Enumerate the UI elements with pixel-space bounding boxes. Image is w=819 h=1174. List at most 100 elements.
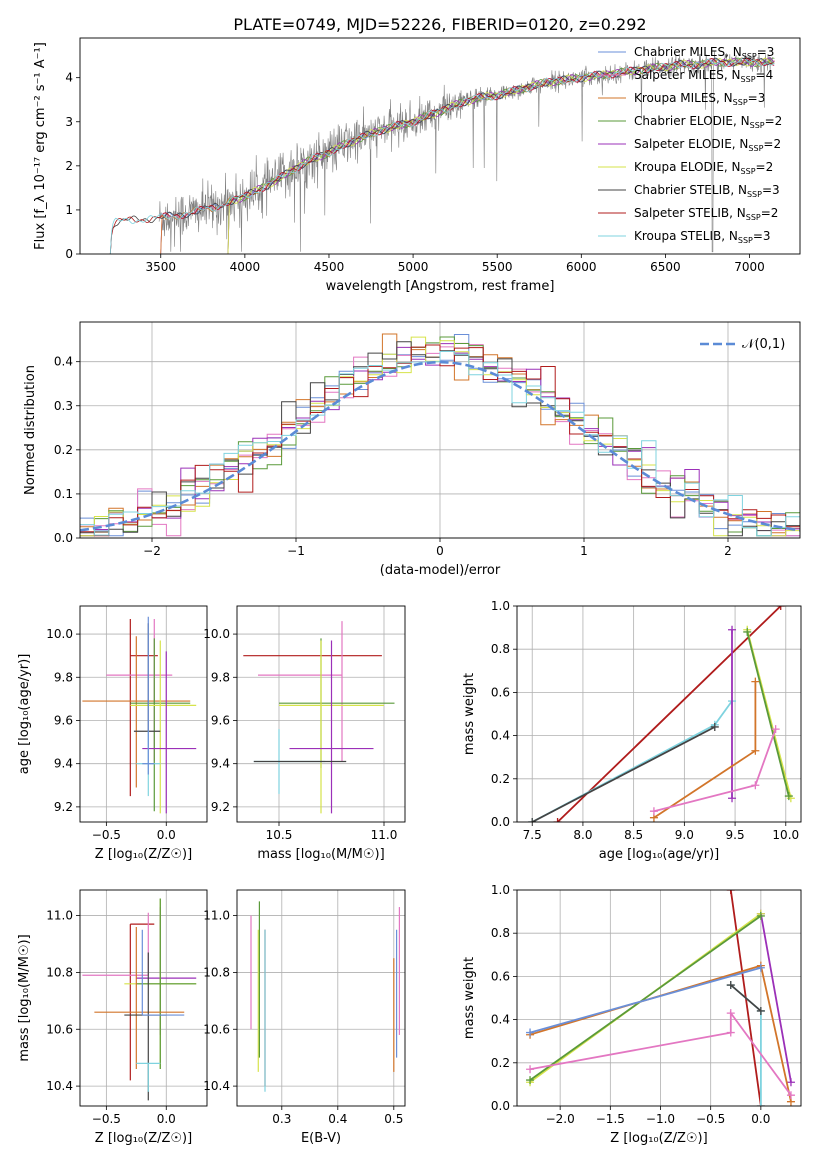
y-tick-label: 10.4: [46, 1079, 73, 1093]
x-tick-label: 9.5: [726, 828, 745, 842]
x-tick-label: 0.0: [157, 1112, 176, 1126]
weight_vs_age-axes: 7.5 8.0 8.5 9.0 9.5 10.0 0.0 0.2 0.4 0.6 0.8 1.0 age…: [462, 599, 801, 862]
y-tick-label: 9.8: [54, 670, 73, 684]
x-tick-label: 0.0: [157, 828, 176, 842]
y-tick-label: 2: [65, 159, 73, 173]
y-axis-label: mass [log₁₀(M/M☉)]: [17, 934, 32, 1061]
y-tick-label: 3: [65, 115, 73, 129]
error-bar-point: [82, 636, 191, 788]
weight-marker: [751, 677, 760, 686]
x-tick-label: −2.0: [546, 1112, 575, 1126]
y-tick-label: 11.0: [203, 909, 230, 923]
x-axis-label: E(B-V): [301, 1131, 341, 1146]
spectrum-data-group: [109, 50, 775, 254]
x-axis-label: mass [log₁₀(M/M☉)]: [257, 847, 384, 862]
weight-marker: [726, 981, 735, 990]
y-tick-label: 0.8: [491, 926, 510, 940]
weight-marker: [776, 606, 785, 610]
y-tick-label: 0.1: [54, 487, 73, 501]
x-tick-label: 1: [580, 544, 588, 558]
x-tick-label: 0: [436, 544, 444, 558]
weight-marker: [649, 807, 658, 816]
y-tick-label: 10.0: [46, 627, 73, 641]
normal-legend-label: 𝒩(0,1): [742, 337, 785, 352]
mass_vs_ebv-frame: [236, 889, 406, 1107]
x-tick-label: 0.4: [328, 1112, 347, 1126]
x-tick-label: 2: [724, 544, 732, 558]
age_vs_mass-points: [243, 621, 395, 814]
weight-series-line: [746, 631, 790, 797]
age_vs_z-frame: [79, 605, 208, 823]
x-tick-label: 6500: [650, 260, 681, 274]
legend-label: Salpeter ELODIE, NSSP=2: [634, 137, 781, 153]
y-axis-label: Normed distribution: [23, 365, 38, 495]
y-tick-label: 1.0: [491, 599, 510, 613]
weight_vs_z-axes: −2.0 −1.5 −1.0 −0.5 0.0 0.0 0.2 0.4 0.6 0.8 1.0 Z […: [462, 883, 801, 1146]
x-tick-label: −0.5: [92, 1112, 121, 1126]
spectrum-model-line: [109, 57, 775, 254]
y-tick-label: 0.4: [491, 729, 510, 743]
legend-subscript: SSP: [738, 236, 753, 245]
x-tick-label: 9.0: [675, 828, 694, 842]
weight-marker: [726, 890, 735, 894]
legend-value: =3: [753, 229, 771, 243]
legend-value: =4: [756, 68, 774, 82]
weight-marker: [756, 1006, 765, 1015]
y-tick-label: 10.8: [203, 965, 230, 979]
weight-marker: [728, 794, 737, 803]
y-tick-label: 10.4: [203, 1079, 230, 1093]
y-axis-label: mass weight: [462, 957, 477, 1039]
age_vs_z-points: [82, 616, 197, 814]
spectrum-model-line: [109, 57, 774, 254]
y-tick-label: 10.0: [203, 627, 230, 641]
y-tick-label: 9.4: [54, 757, 73, 771]
x-tick-label: 7.5: [523, 828, 542, 842]
y-tick-label: 10.8: [46, 965, 73, 979]
weight-series-line: [760, 913, 792, 1083]
x-axis-label: Z [log₁₀(Z/Z☉)]: [95, 1131, 192, 1146]
legend-label: Kroupa STELIB, NSSP=3: [634, 229, 771, 245]
y-tick-label: 1.0: [491, 883, 510, 897]
y-tick-label: 11.0: [46, 909, 73, 923]
error-bar-point: [142, 651, 197, 814]
x-tick-label: −0.5: [92, 828, 121, 842]
legend-label: Kroupa MILES, NSSP=3: [634, 91, 765, 107]
error-bar-point: [129, 923, 155, 1081]
weight-marker: [553, 818, 562, 822]
weight-marker: [756, 911, 765, 920]
normal-curve: [80, 360, 800, 532]
weight-marker: [786, 1091, 795, 1100]
x-tick-label: 10.0: [772, 828, 799, 842]
legend-label: Salpeter MILES, NSSP=4: [634, 68, 773, 84]
x-tick-label: −2: [143, 544, 161, 558]
x-tick-label: 8.5: [624, 828, 643, 842]
y-tick-label: 9.6: [54, 713, 73, 727]
y-tick-label: 0.3: [54, 399, 73, 413]
x-tick-label: 3500: [145, 260, 176, 274]
weight-marker: [756, 963, 765, 972]
error-bar-point: [289, 640, 374, 814]
legend-subscript: SSP: [750, 121, 765, 130]
weight_vs_age-frame: [516, 605, 802, 823]
y-tick-label: 0.8: [491, 642, 510, 656]
x-tick-label: 11.0: [371, 828, 398, 842]
x-tick-label: 0.3: [272, 1112, 291, 1126]
weight-marker: [526, 1065, 535, 1074]
legend-label: Chabrier MILES, NSSP=3: [634, 45, 774, 61]
residual-hist-line: [80, 336, 800, 537]
x-axis-label: Z [log₁₀(Z/Z☉)]: [95, 847, 192, 862]
weight-series-line: [653, 728, 777, 813]
x-tick-label: 0.0: [751, 1112, 770, 1126]
legend-value: =2: [756, 160, 774, 174]
residual-hist-line: [80, 351, 800, 537]
y-axis-label: mass weight: [462, 673, 477, 755]
error-bar-point: [141, 929, 185, 1016]
legend-subscript: SSP: [748, 144, 763, 153]
x-tick-label: 8.0: [573, 828, 592, 842]
weight-series-line: [529, 966, 762, 1034]
y-tick-label: 0.4: [491, 1013, 510, 1027]
x-tick-label: −0.5: [696, 1112, 725, 1126]
legend-value: =2: [765, 114, 783, 128]
x-tick-label: 5000: [398, 260, 429, 274]
